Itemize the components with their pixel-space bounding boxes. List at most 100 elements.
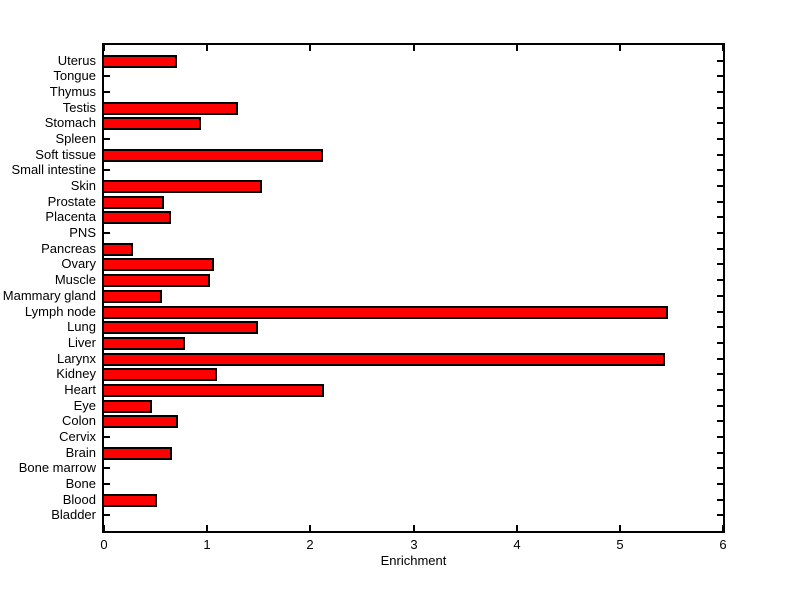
y-tick-right-brain: [717, 452, 723, 454]
y-tick-label-lymph-node: Lymph node: [24, 304, 96, 319]
y-tick-right-spleen: [717, 138, 723, 140]
plot-area: [102, 43, 725, 533]
bar-lung: [102, 321, 258, 334]
y-tick-label-cervix: Cervix: [59, 429, 96, 444]
y-tick-right-stomach: [717, 122, 723, 124]
y-tick-label-muscle: Muscle: [54, 272, 96, 287]
y-tick-right-thymus: [717, 91, 723, 93]
y-tick-label-larynx: Larynx: [56, 351, 96, 366]
y-tick-right-tongue: [717, 75, 723, 77]
y-tick-label-liver: Liver: [67, 335, 96, 350]
y-tick-right-blood: [717, 499, 723, 501]
bar-pancreas: [102, 243, 133, 256]
bar-kidney: [102, 368, 217, 381]
y-tick-label-lung: Lung: [67, 319, 96, 334]
y-tick-label-colon: Colon: [62, 413, 96, 428]
y-tick-label-stomach: Stomach: [44, 115, 96, 130]
y-tick-label-pns: PNS: [69, 225, 96, 240]
y-tick-label-prostate: Prostate: [47, 194, 96, 209]
bar-ovary: [102, 258, 214, 271]
bar-larynx: [102, 353, 665, 366]
y-tick-right-larynx: [717, 358, 723, 360]
x-tick-top-6: [722, 45, 724, 51]
x-tick-bottom-3: [413, 525, 415, 531]
y-tick-right-prostate: [717, 201, 723, 203]
y-tick-right-ovary: [717, 263, 723, 265]
y-tick-left-bladder: [104, 514, 110, 516]
y-tick-right-mammary-gland: [717, 295, 723, 297]
bar-testis: [102, 102, 238, 115]
y-tick-label-heart: Heart: [64, 382, 96, 397]
x-tick-label-3: 3: [410, 537, 418, 552]
y-tick-label-eye: Eye: [73, 398, 96, 413]
x-tick-bottom-0: [103, 525, 105, 531]
x-tick-bottom-4: [516, 525, 518, 531]
y-tick-left-bone: [104, 483, 110, 485]
y-tick-right-skin: [717, 185, 723, 187]
bar-muscle: [102, 274, 210, 287]
bar-eye: [102, 400, 152, 413]
y-tick-label-pancreas: Pancreas: [41, 241, 96, 256]
x-tick-top-5: [619, 45, 621, 51]
bar-prostate: [102, 196, 164, 209]
y-tick-right-eye: [717, 405, 723, 407]
y-tick-left-thymus: [104, 91, 110, 93]
y-tick-label-bladder: Bladder: [51, 507, 96, 522]
y-tick-left-spleen: [104, 138, 110, 140]
y-tick-right-pancreas: [717, 248, 723, 250]
x-axis-title: Enrichment: [380, 553, 447, 568]
x-tick-bottom-5: [619, 525, 621, 531]
bar-stomach: [102, 117, 201, 130]
x-tick-label-6: 6: [719, 537, 727, 552]
x-tick-top-2: [309, 45, 311, 51]
y-tick-right-colon: [717, 420, 723, 422]
y-tick-right-testis: [717, 107, 723, 109]
y-tick-right-soft-tissue: [717, 154, 723, 156]
y-tick-label-testis: Testis: [62, 100, 96, 115]
y-tick-label-bone-marrow: Bone marrow: [18, 460, 96, 475]
y-tick-right-bone-marrow: [717, 467, 723, 469]
y-tick-label-small-intestine: Small intestine: [11, 162, 96, 177]
x-tick-bottom-6: [722, 525, 724, 531]
y-tick-right-pns: [717, 232, 723, 234]
bar-blood: [102, 494, 157, 507]
y-tick-label-uterus: Uterus: [57, 53, 96, 68]
y-tick-label-ovary: Ovary: [61, 256, 96, 271]
y-tick-left-cervix: [104, 436, 110, 438]
y-tick-right-lung: [717, 326, 723, 328]
x-tick-top-4: [516, 45, 518, 51]
y-tick-left-tongue: [104, 75, 110, 77]
bar-soft-tissue: [102, 149, 323, 162]
y-tick-label-tongue: Tongue: [53, 68, 96, 83]
y-tick-right-muscle: [717, 279, 723, 281]
x-tick-label-2: 2: [306, 537, 314, 552]
bar-uterus: [102, 55, 177, 68]
y-tick-label-skin: Skin: [70, 178, 96, 193]
y-tick-right-small-intestine: [717, 169, 723, 171]
y-tick-left-pns: [104, 232, 110, 234]
x-tick-label-4: 4: [513, 537, 521, 552]
y-tick-right-liver: [717, 342, 723, 344]
y-tick-right-bone: [717, 483, 723, 485]
bar-heart: [102, 384, 324, 397]
bars-layer: [102, 45, 723, 531]
y-tick-right-bladder: [717, 514, 723, 516]
y-tick-right-kidney: [717, 373, 723, 375]
y-tick-label-brain: Brain: [65, 445, 96, 460]
y-tick-label-placenta: Placenta: [45, 209, 96, 224]
bar-mammary-gland: [102, 290, 162, 303]
bar-colon: [102, 415, 178, 428]
bar-placenta: [102, 211, 171, 224]
x-tick-bottom-2: [309, 525, 311, 531]
x-tick-top-1: [206, 45, 208, 51]
x-tick-label-1: 1: [203, 537, 211, 552]
bar-liver: [102, 337, 185, 350]
x-tick-label-0: 0: [100, 537, 108, 552]
y-tick-label-bone: Bone: [65, 476, 96, 491]
y-tick-label-blood: Blood: [62, 492, 96, 507]
y-tick-left-bone-marrow: [104, 467, 110, 469]
bar-brain: [102, 447, 172, 460]
x-tick-top-3: [413, 45, 415, 51]
bar-skin: [102, 180, 262, 193]
